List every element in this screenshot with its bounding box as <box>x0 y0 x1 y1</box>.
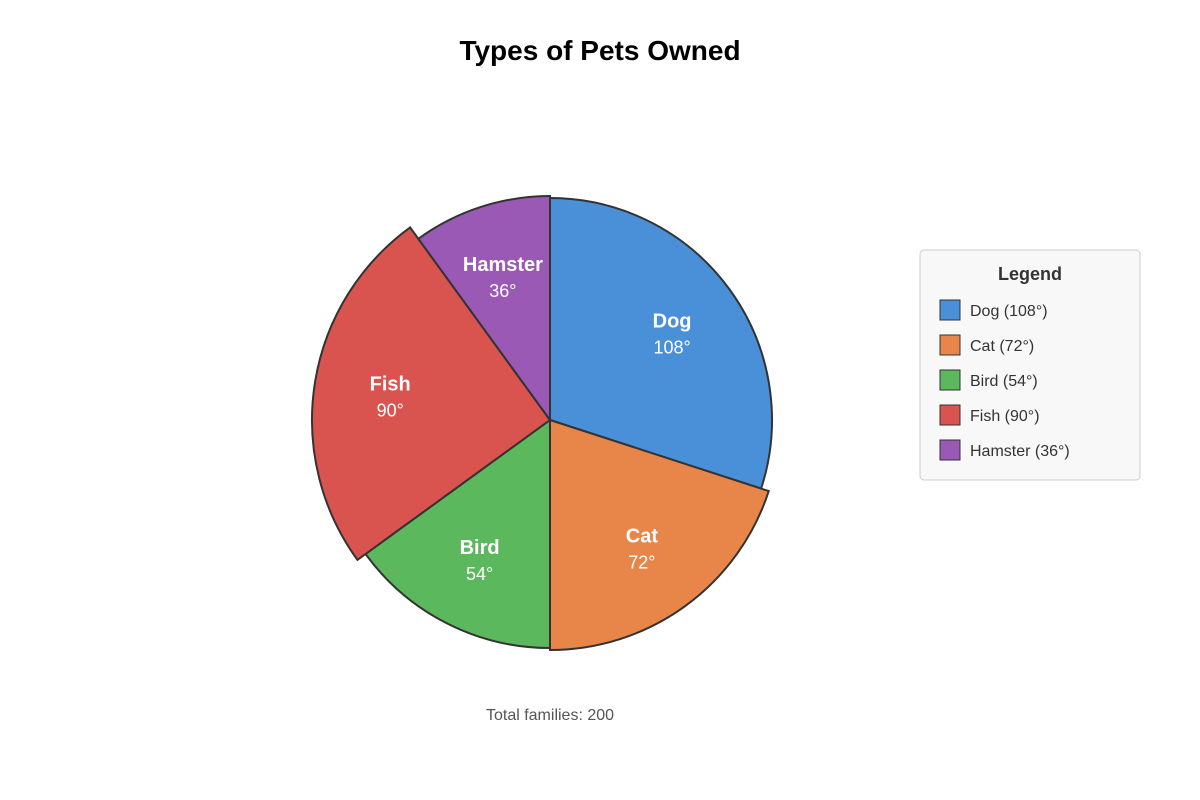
chart-title: Types of Pets Owned <box>459 35 740 66</box>
legend-label-dog: Dog (108°) <box>970 303 1048 320</box>
slice-value-dog: 108° <box>653 337 690 357</box>
slice-label-dog: Dog <box>653 310 692 332</box>
pie-slice-cat <box>549 418 771 652</box>
legend-label-cat: Cat (72°) <box>970 338 1034 355</box>
legend-swatch-dog <box>939 299 961 321</box>
slice-value-bird: 54° <box>466 564 493 584</box>
legend-label-fish: Fish (90°) <box>970 408 1040 425</box>
slice-label-hamster: Hamster <box>463 254 543 276</box>
legend-box <box>919 249 1141 481</box>
legend-swatch-hamster <box>939 439 961 461</box>
legend-swatch-fish <box>939 404 961 426</box>
pie-slices <box>310 194 773 652</box>
slice-label-cat: Cat <box>626 526 659 548</box>
pie-slice-bird <box>364 418 551 650</box>
pie-slice-dog <box>549 196 773 490</box>
pie-slice-hamster <box>416 194 551 424</box>
legend-label-hamster: Hamster (36°) <box>970 443 1070 460</box>
slice-label-fish: Fish <box>370 374 411 396</box>
slice-labels: Dog 108° Cat 72° Bird 54° Fish 90° Hamster 36° <box>370 254 692 584</box>
slice-value-cat: 72° <box>628 553 655 573</box>
legend-swatch-cat <box>939 334 961 356</box>
slice-label-bird: Bird <box>460 537 500 559</box>
legend-swatch-bird <box>939 369 961 391</box>
legend: Legend Dog (108°) Cat (72°) Bird (54°) Fish… <box>919 249 1141 481</box>
legend-items: Dog (108°) Cat (72°) Bird (54°) Fish (90°) H… <box>939 299 1070 461</box>
slice-value-hamster: 36° <box>489 281 516 301</box>
total-families-note: Total families: 200 <box>486 707 614 724</box>
slice-value-fish: 90° <box>377 401 404 421</box>
legend-label-bird: Bird (54°) <box>970 373 1038 390</box>
legend-title: Legend <box>998 264 1062 284</box>
pie-slice-fish <box>310 226 552 562</box>
